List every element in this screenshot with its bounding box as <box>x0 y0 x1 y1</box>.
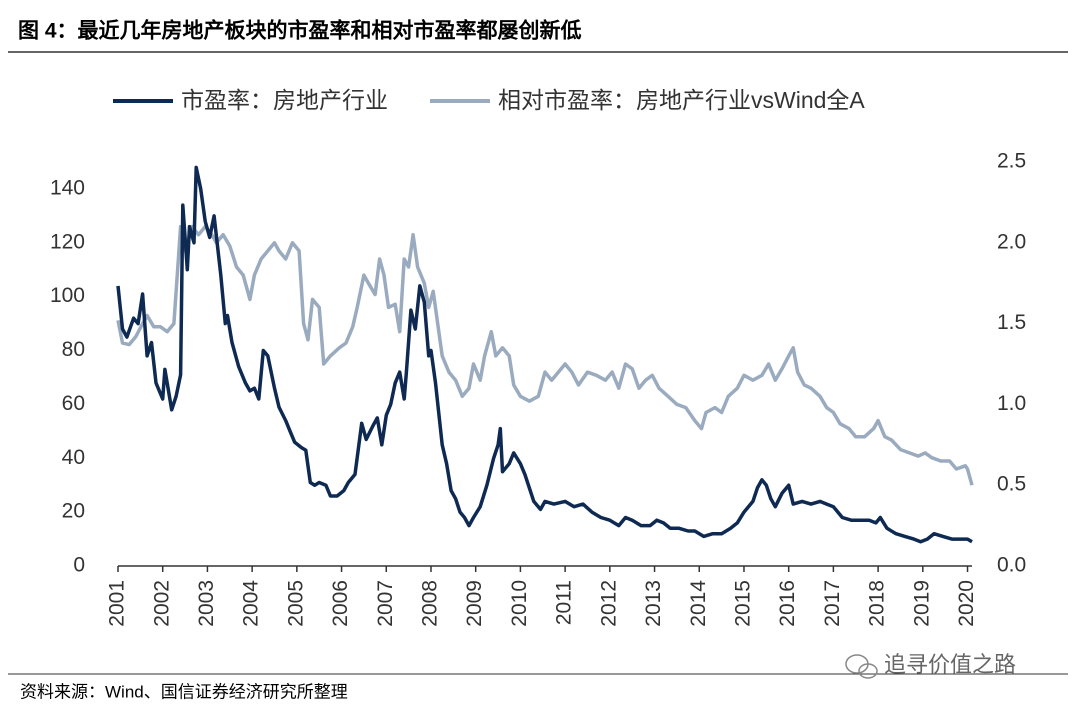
y2-tick-label: 2.0 <box>997 230 1026 253</box>
y-tick-label: 80 <box>62 338 85 361</box>
y-tick-label: 120 <box>50 230 85 253</box>
x-tick-label: 2004 <box>240 580 263 627</box>
y-tick-label: 0 <box>73 554 85 577</box>
chart-title: 图 4：最近几年房地产板块的市盈率和相对市盈率都屡创新低 <box>18 19 582 43</box>
x-tick-label: 2017 <box>821 580 844 627</box>
x-tick-label: 2008 <box>419 580 442 627</box>
y2-tick-label: 0.0 <box>997 554 1026 577</box>
x-tick-label: 2011 <box>553 580 576 625</box>
x-tick-label: 2005 <box>284 580 307 627</box>
x-tick-label: 2016 <box>776 580 799 627</box>
line-series <box>116 165 973 544</box>
x-tick-label: 2014 <box>687 580 710 627</box>
x-tick-label: 2012 <box>597 580 620 627</box>
y2-tick-label: 0.5 <box>997 473 1026 496</box>
x-tick-label: 2020 <box>955 580 978 627</box>
x-tick-label: 2007 <box>374 580 397 627</box>
y-tick-label: 140 <box>50 176 85 199</box>
y-tick-label: 20 <box>62 500 85 523</box>
y2-tick-label: 1.5 <box>997 311 1026 334</box>
x-tick-label: 2003 <box>195 580 218 627</box>
legend-label: 市盈率：房地产行业 <box>181 87 388 113</box>
x-tick-label: 2009 <box>463 580 486 627</box>
x-tick-label: 2006 <box>329 580 352 627</box>
x-tick-label: 2010 <box>508 580 531 627</box>
y2-tick-label: 1.0 <box>997 392 1026 415</box>
y-tick-label: 60 <box>62 392 85 415</box>
x-tick-label: 2015 <box>732 580 755 627</box>
watermark-icon <box>845 654 878 679</box>
x-tick-label: 2019 <box>910 580 933 627</box>
x-tick-label: 2018 <box>866 580 889 627</box>
x-tick-label: 2002 <box>150 580 173 627</box>
source: 资料来源：Wind、国信证券经济研究所整理 <box>20 682 348 701</box>
legend-label: 相对市盈率：房地产行业vsWind全A <box>498 87 865 113</box>
y-tick-label: 100 <box>50 284 85 307</box>
line-series <box>116 224 974 486</box>
x-tick-label: 2001 <box>106 580 129 627</box>
y2-tick-label: 2.5 <box>997 150 1026 173</box>
x-tick-label: 2013 <box>642 580 665 627</box>
y-tick-label: 40 <box>62 446 85 469</box>
watermark: 追寻价值之路 <box>884 652 1016 677</box>
